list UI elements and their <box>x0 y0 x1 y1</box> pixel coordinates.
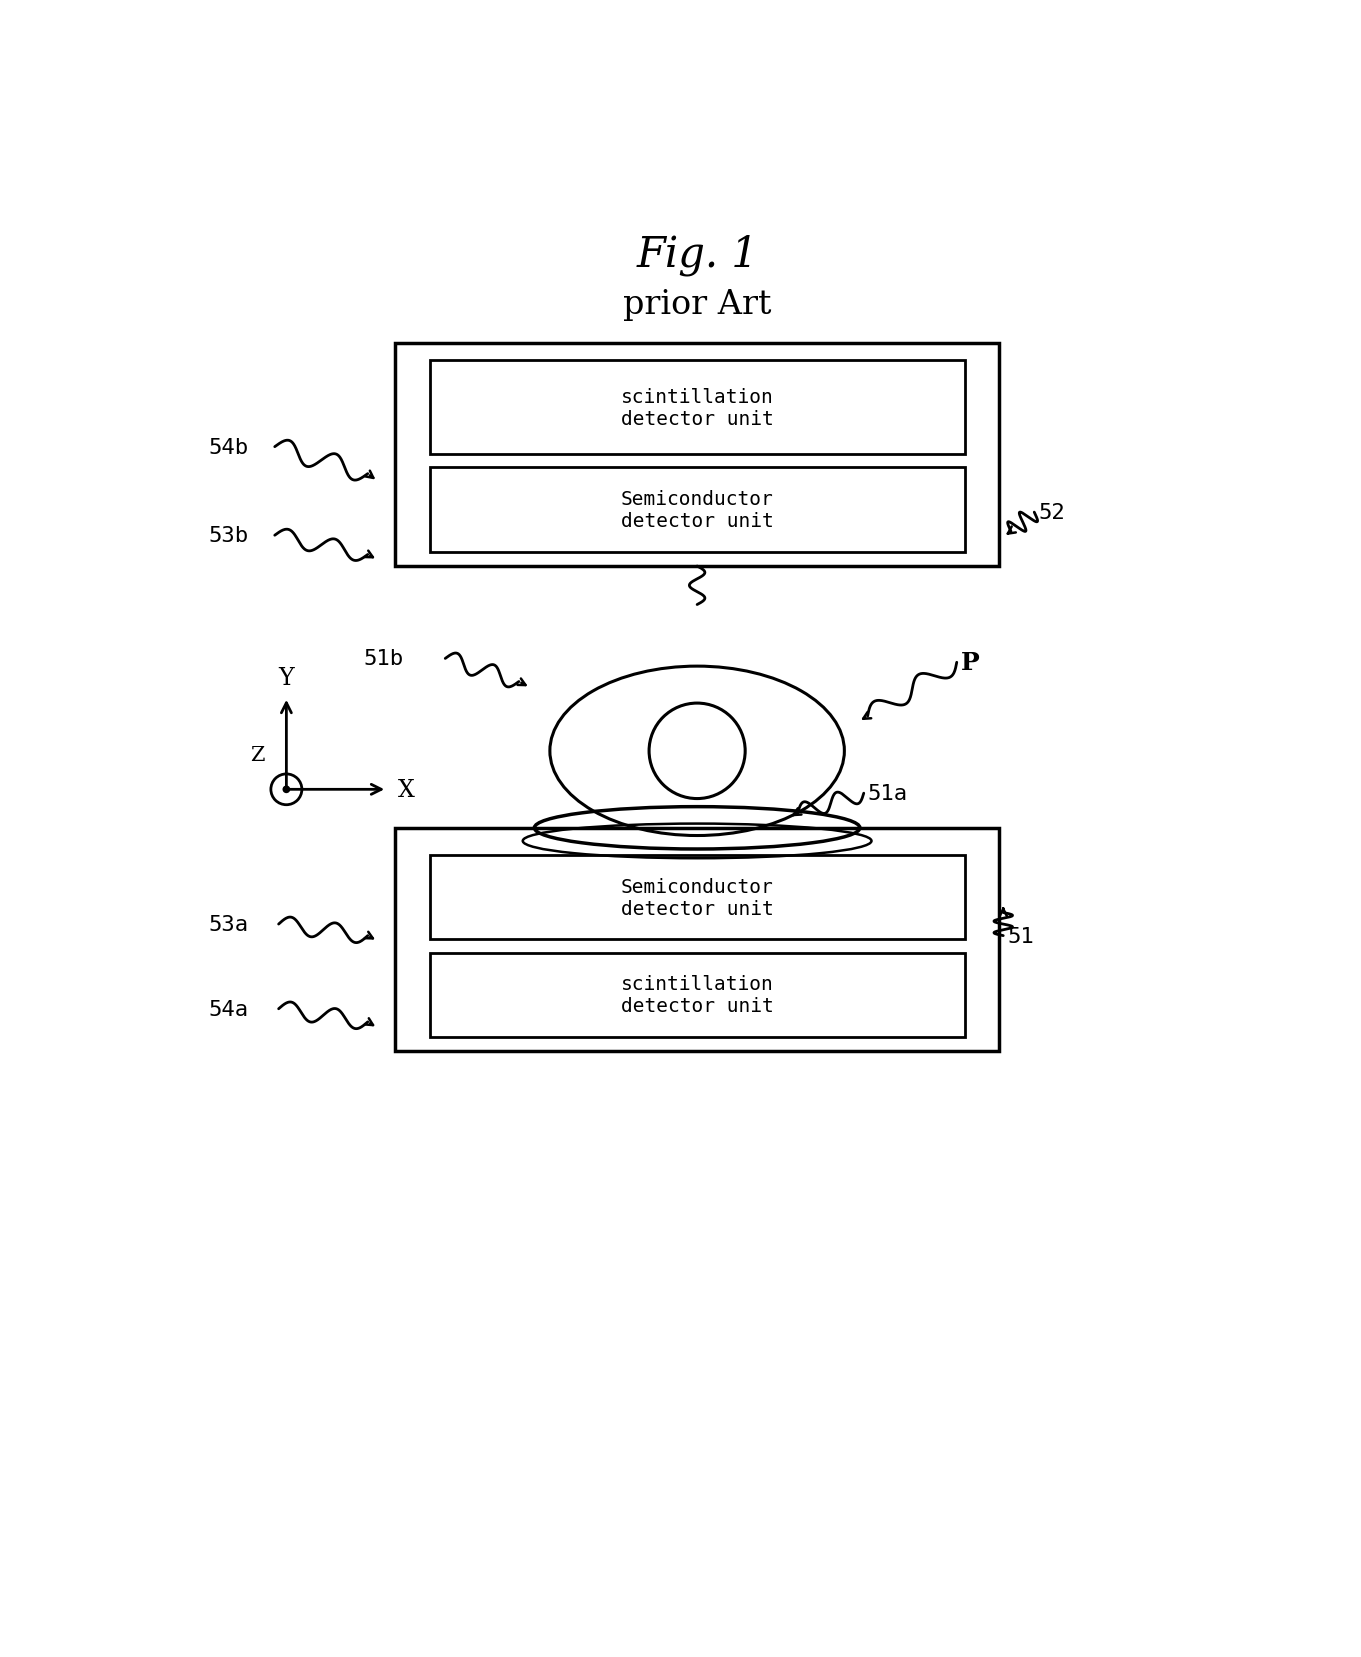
Text: 54a: 54a <box>208 999 249 1019</box>
Text: 53a: 53a <box>208 915 249 935</box>
Text: 53b: 53b <box>208 525 249 545</box>
Bar <box>430 361 965 456</box>
Bar <box>430 953 965 1037</box>
Text: 52: 52 <box>1038 502 1064 524</box>
Bar <box>430 469 965 553</box>
Text: scintillation
detector unit: scintillation detector unit <box>621 388 773 429</box>
Bar <box>430 855 965 940</box>
Bar <box>395 343 999 567</box>
Text: P: P <box>961 651 980 674</box>
Circle shape <box>283 785 290 794</box>
Text: Y: Y <box>279 666 294 689</box>
Text: 54b: 54b <box>208 437 249 457</box>
Text: 51: 51 <box>1007 926 1034 946</box>
Text: prior Art: prior Art <box>623 288 772 321</box>
Text: 51b: 51b <box>363 650 404 669</box>
Text: Semiconductor
detector unit: Semiconductor detector unit <box>621 490 773 530</box>
Text: 51a: 51a <box>867 784 908 804</box>
Text: Fig. 1: Fig. 1 <box>636 234 758 277</box>
Text: Semiconductor
detector unit: Semiconductor detector unit <box>621 877 773 918</box>
Text: Z: Z <box>249 746 264 766</box>
Text: X: X <box>397 779 415 802</box>
Text: scintillation
detector unit: scintillation detector unit <box>621 974 773 1016</box>
Bar <box>395 828 999 1052</box>
